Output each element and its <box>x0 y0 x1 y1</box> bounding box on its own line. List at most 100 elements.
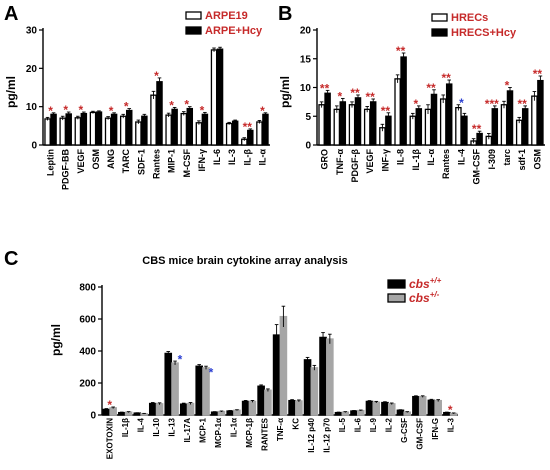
significance-star-b: ** <box>533 67 543 81</box>
bar-b-s2 <box>445 83 453 146</box>
category-label-a: Leptin <box>46 149 56 176</box>
category-label-c: IL-6 <box>353 417 362 432</box>
bar-c-s2 <box>310 367 319 416</box>
bar-a-s1 <box>44 118 51 146</box>
legend-swatch-a <box>185 11 202 20</box>
significance-star-b: * <box>505 79 510 93</box>
significance-star-a: * <box>48 104 53 118</box>
category-label-c: MCP-1β <box>245 418 254 448</box>
significance-star-c: * <box>448 403 453 417</box>
bar-b-s2 <box>339 101 347 146</box>
bar-a-s2 <box>125 109 133 146</box>
category-label-a: OSM <box>91 149 101 170</box>
significance-star-b: ** <box>381 104 391 118</box>
category-label-c: IL-5 <box>338 417 347 432</box>
category-label-a: IL-β <box>242 149 252 166</box>
category-label-a: M-CSF <box>182 149 192 178</box>
significance-star-b: ** <box>350 86 360 100</box>
significance-star-a: ** <box>243 120 253 134</box>
bar-c-s1 <box>272 334 281 416</box>
category-label-c: IL-1β <box>121 418 130 437</box>
bar-a-s1 <box>74 117 82 146</box>
y-tick-label-b: 20 <box>300 26 312 37</box>
bar-b-s1 <box>394 78 401 146</box>
significance-star-b: *** <box>485 97 499 111</box>
legend-swatch-c <box>387 279 406 289</box>
category-label-b: PDGF-β <box>350 149 360 183</box>
category-label-c: IL-1α <box>230 418 239 437</box>
bar-c-s1 <box>288 399 296 416</box>
y-tick-label-b: 10 <box>300 83 312 94</box>
significance-star-a: * <box>124 100 129 114</box>
significance-star-c: * <box>178 352 183 366</box>
category-label-a: IL-α <box>257 149 267 166</box>
category-label-a: IL-3 <box>227 149 237 165</box>
bar-c-s2 <box>171 362 179 416</box>
bar-b-s2 <box>369 101 377 146</box>
category-label-c: G-CSF <box>400 418 409 443</box>
bar-c-s2 <box>418 395 427 416</box>
category-label-c: IL-12 p40 <box>307 417 316 452</box>
bar-b-s2 <box>400 56 407 146</box>
category-label-a: SDF-1 <box>136 149 146 175</box>
category-label-c: IL-17A <box>183 418 192 443</box>
y-tick-label-a: 10 <box>26 102 38 113</box>
bar-a-s2 <box>186 107 194 146</box>
bar-b-s1 <box>318 104 325 146</box>
panel-b-letter: B <box>278 3 292 25</box>
bar-c-s2 <box>356 409 365 416</box>
legend-label-c: cbs+/- <box>409 290 440 305</box>
bar-c-s1 <box>241 400 250 416</box>
y-tick-label-c: 200 <box>79 379 96 390</box>
bar-a-s2 <box>156 81 163 146</box>
bar-b-s1 <box>515 119 523 146</box>
significance-star-a: * <box>109 104 114 118</box>
panel-b-ylabel: pg/ml <box>278 76 292 108</box>
significance-star-b: * <box>337 89 342 103</box>
category-label-c: IL-13 <box>168 417 177 436</box>
bar-a-s1 <box>165 114 172 146</box>
bar-c-s2 <box>326 338 334 416</box>
legend-swatch-b <box>431 28 448 37</box>
significance-star-b: ** <box>396 44 406 58</box>
category-label-b: INF-γ <box>380 149 390 172</box>
category-label-b: sdf-1 <box>517 149 527 171</box>
bar-a-s1 <box>150 94 157 146</box>
category-label-b: OSM <box>532 149 542 170</box>
bar-c-s1 <box>226 410 234 416</box>
bar-b-s2 <box>324 92 331 146</box>
significance-star-c: * <box>107 398 112 412</box>
bar-b-s1 <box>363 108 371 146</box>
y-tick-label-b: 5 <box>305 112 311 123</box>
bar-c-s1 <box>396 409 405 416</box>
legend-label-b: HRECs <box>451 12 488 24</box>
significance-star-b: ** <box>366 90 376 104</box>
bar-a-s2 <box>262 113 269 146</box>
bar-c-s2 <box>248 400 257 416</box>
category-label-c: EXOTOXIN <box>106 418 115 459</box>
bar-c-s2 <box>155 403 164 416</box>
bar-b-s1 <box>409 115 417 146</box>
category-label-a: IFN-γ <box>197 149 207 172</box>
panel-c-letter: C <box>4 248 18 270</box>
legend-swatch-a <box>185 26 202 35</box>
y-tick-label-c: 600 <box>79 315 96 326</box>
bar-a-s2 <box>110 113 118 146</box>
y-tick-label-a: 30 <box>26 26 38 37</box>
category-label-b: IL-4 <box>456 149 466 165</box>
significance-star-b: * <box>413 97 418 111</box>
bar-c-s1 <box>195 365 204 416</box>
bar-b-s2 <box>430 93 438 146</box>
legend-label-c: cbs+/+ <box>409 276 442 291</box>
significance-star-b: * <box>459 96 464 110</box>
bar-b-s2 <box>461 115 468 146</box>
significance-star-b: ** <box>518 97 528 111</box>
legend-swatch-c <box>387 293 406 303</box>
category-label-c: IFN-G <box>431 418 440 440</box>
bar-b-s2 <box>521 108 529 146</box>
category-label-c: MCP-1 <box>199 417 208 442</box>
panel-c-ylabel: pg/ml <box>49 324 63 356</box>
significance-star-a: * <box>260 104 265 118</box>
bar-c-s1 <box>148 402 157 416</box>
category-label-c: GM-CSF <box>415 418 424 450</box>
